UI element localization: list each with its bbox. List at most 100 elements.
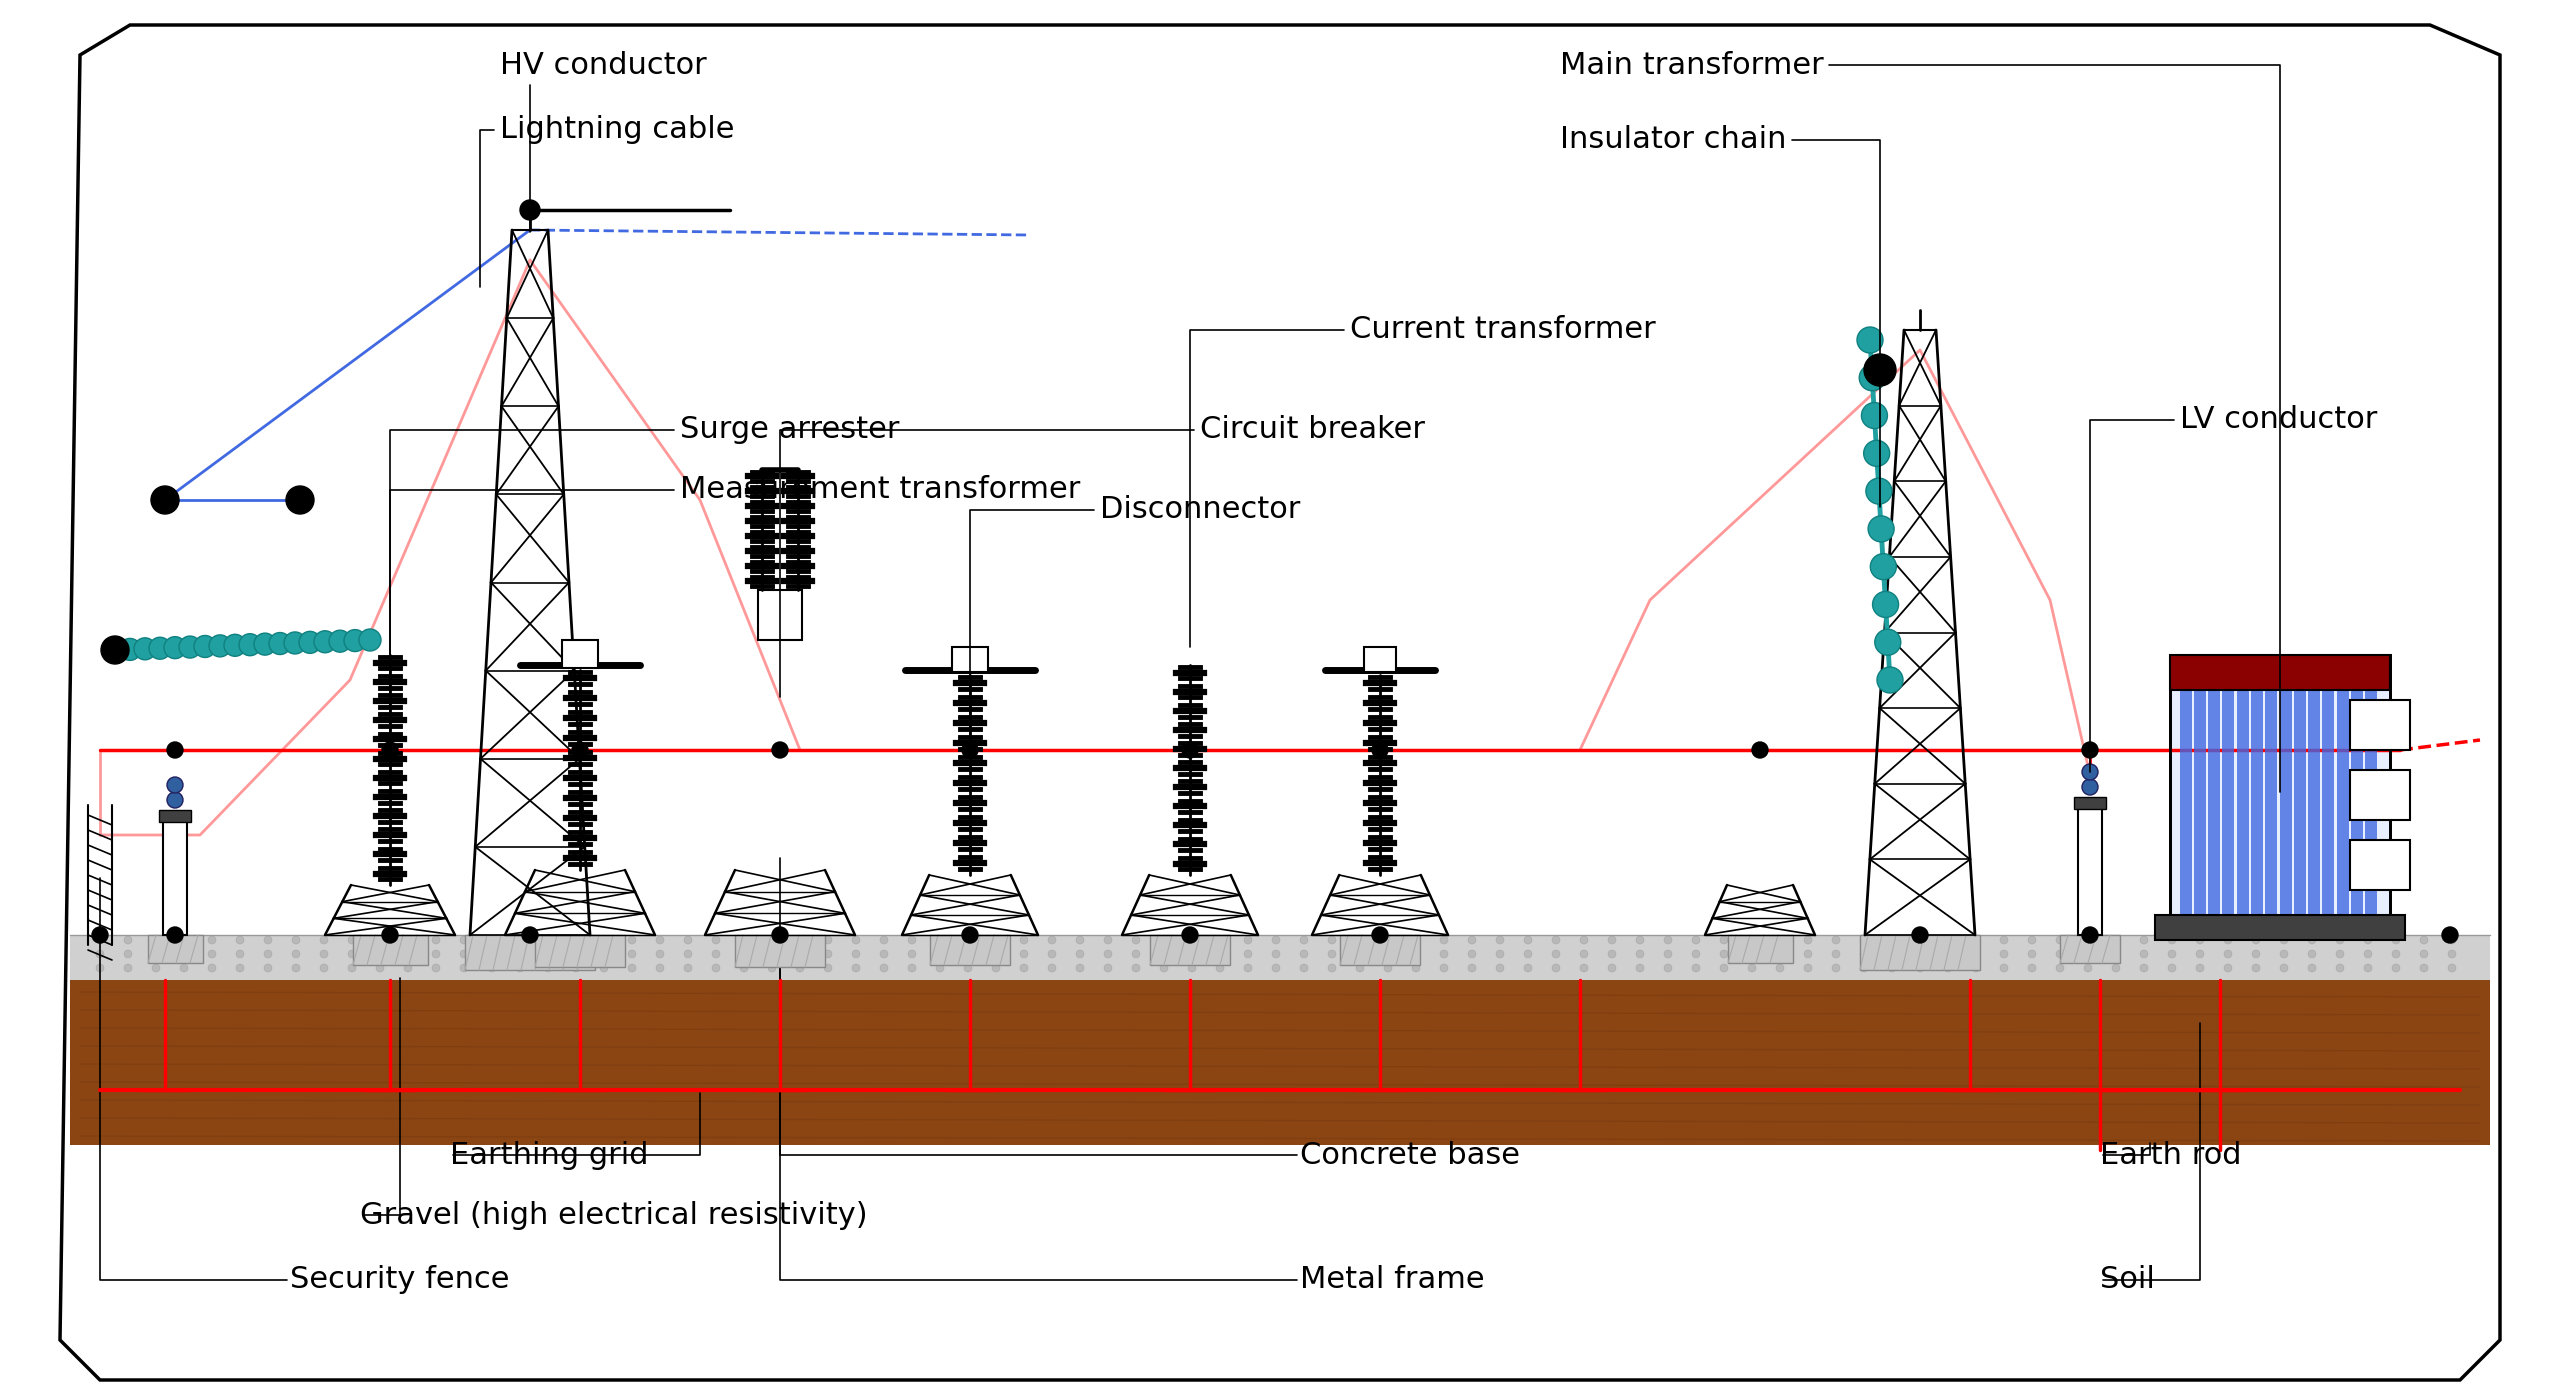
Circle shape [1272,965,1280,972]
Text: Earthing grid: Earthing grid [451,1141,648,1170]
Circle shape [963,742,978,758]
Circle shape [2363,965,2373,972]
Bar [2222,663,2235,927]
Bar [2171,656,2391,691]
Circle shape [292,951,300,958]
Bar [1728,935,1792,963]
Circle shape [2081,779,2099,795]
Circle shape [118,639,141,660]
Circle shape [2281,965,2289,972]
Circle shape [489,951,497,958]
Circle shape [2281,937,2289,944]
Circle shape [300,632,320,653]
Circle shape [1912,927,1928,944]
Circle shape [253,633,276,656]
Circle shape [2253,965,2260,972]
Circle shape [1692,937,1700,944]
Circle shape [965,965,973,972]
Circle shape [2363,937,2373,944]
Circle shape [796,937,804,944]
Circle shape [1216,937,1224,944]
Circle shape [1413,937,1421,944]
Text: Insulator chain: Insulator chain [1559,126,1879,507]
Bar [952,647,988,672]
Bar [2266,663,2276,927]
Circle shape [768,965,776,972]
Circle shape [166,742,182,758]
Circle shape [1874,629,1900,656]
Circle shape [1385,951,1393,958]
Circle shape [1385,965,1393,972]
Circle shape [1777,965,1784,972]
Circle shape [2337,937,2345,944]
Circle shape [1372,742,1388,758]
Circle shape [225,635,246,656]
Circle shape [151,965,159,972]
Circle shape [1216,951,1224,958]
Bar [148,935,202,963]
Circle shape [1971,951,1979,958]
Circle shape [2168,965,2176,972]
Circle shape [1216,965,1224,972]
Circle shape [1748,951,1756,958]
Bar [535,935,625,967]
Circle shape [1971,937,1979,944]
Circle shape [1889,965,1897,972]
Circle shape [965,951,973,958]
Bar [2350,840,2409,891]
Circle shape [2225,951,2232,958]
Circle shape [1075,951,1083,958]
Circle shape [1915,951,1925,958]
Circle shape [1103,951,1111,958]
Circle shape [1664,965,1672,972]
Circle shape [2056,965,2063,972]
Circle shape [1300,965,1308,972]
Circle shape [545,965,553,972]
Circle shape [965,937,973,944]
Circle shape [1439,951,1449,958]
Bar [69,935,2491,980]
Bar [353,935,428,965]
Text: Concrete base: Concrete base [1300,1141,1521,1170]
Bar [466,935,594,970]
Text: Lightning cable: Lightning cable [481,116,735,287]
Circle shape [2309,951,2317,958]
Circle shape [348,951,356,958]
Circle shape [1720,965,1728,972]
Circle shape [1523,965,1531,972]
Bar [1149,935,1229,965]
Bar [2181,663,2191,927]
Circle shape [489,937,497,944]
Circle shape [740,965,748,972]
Circle shape [2447,965,2455,972]
Circle shape [1971,965,1979,972]
Circle shape [105,639,125,661]
Circle shape [1357,965,1364,972]
Circle shape [166,777,182,793]
Circle shape [2168,937,2176,944]
Circle shape [179,937,187,944]
Bar [929,935,1011,965]
Circle shape [207,951,215,958]
Circle shape [2112,965,2120,972]
Circle shape [1357,937,1364,944]
Text: Current transformer: Current transformer [1190,316,1656,647]
Circle shape [2391,937,2401,944]
Circle shape [712,951,719,958]
Circle shape [2419,937,2427,944]
Circle shape [1329,965,1336,972]
Circle shape [599,937,609,944]
Circle shape [2309,937,2317,944]
Circle shape [1467,965,1477,972]
Circle shape [2196,965,2204,972]
Circle shape [264,965,271,972]
Circle shape [1856,327,1884,354]
Circle shape [1132,951,1139,958]
Bar [69,980,2491,1145]
Circle shape [164,636,187,658]
Circle shape [1636,965,1644,972]
Circle shape [1385,937,1393,944]
Circle shape [207,937,215,944]
Circle shape [937,965,945,972]
Circle shape [1300,951,1308,958]
